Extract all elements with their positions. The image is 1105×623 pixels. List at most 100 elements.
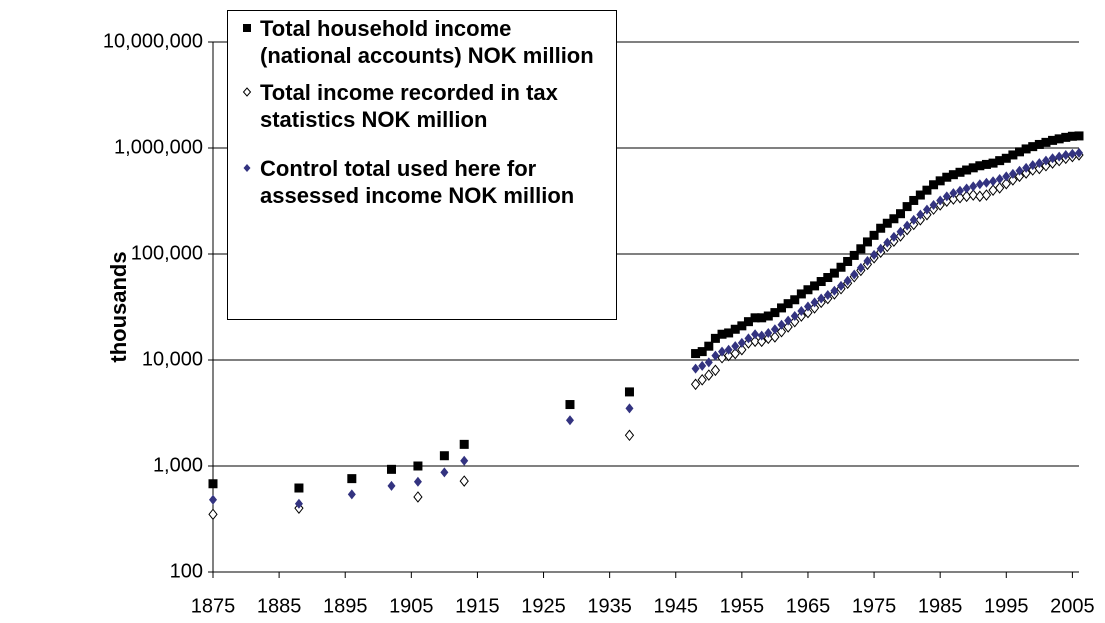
legend-marker <box>242 87 252 97</box>
point <box>922 204 931 215</box>
point <box>929 199 938 210</box>
point <box>763 311 773 321</box>
point <box>1028 142 1038 152</box>
point <box>836 262 846 272</box>
point <box>386 464 396 474</box>
legend-item: Total household income (national account… <box>238 15 606 69</box>
point <box>730 324 740 334</box>
point <box>757 335 767 348</box>
point <box>903 220 912 231</box>
point <box>744 333 753 344</box>
point <box>1002 171 1011 182</box>
x-tick-label: 1925 <box>521 595 566 617</box>
point <box>724 344 733 355</box>
point <box>929 180 939 190</box>
point <box>915 214 925 226</box>
point <box>988 184 998 196</box>
point <box>439 451 449 461</box>
point <box>823 273 833 283</box>
point <box>922 208 932 221</box>
point <box>1055 151 1064 162</box>
point <box>1054 134 1064 144</box>
point <box>413 461 423 471</box>
legend-label: Total income recorded in tax statistics … <box>260 80 558 132</box>
point <box>730 347 740 360</box>
point <box>783 321 793 333</box>
point <box>783 299 793 309</box>
point <box>876 223 886 233</box>
point <box>962 165 972 175</box>
point <box>975 190 985 203</box>
point <box>750 313 760 323</box>
point <box>975 161 985 171</box>
point <box>856 262 865 273</box>
point <box>1041 137 1051 147</box>
point <box>995 182 1005 194</box>
point <box>208 479 218 489</box>
y-tick-label: 100 <box>170 560 203 582</box>
point <box>1022 162 1031 173</box>
point <box>896 226 905 237</box>
point <box>863 255 872 266</box>
point <box>208 508 218 521</box>
point <box>1028 160 1037 171</box>
point <box>1001 153 1011 163</box>
point <box>915 190 925 200</box>
legend-item: Total income recorded in tax statistics … <box>238 79 606 133</box>
point <box>849 250 859 260</box>
point <box>837 280 846 291</box>
point <box>975 179 984 190</box>
x-tick-label: 1895 <box>323 595 368 617</box>
x-tick-label: 1915 <box>455 595 500 617</box>
point <box>823 290 832 301</box>
point <box>704 369 714 381</box>
point <box>896 209 906 219</box>
point <box>459 475 469 487</box>
point <box>718 346 727 357</box>
y-tick-label: 10,000,000 <box>103 30 203 52</box>
point <box>1034 162 1044 175</box>
point <box>797 305 806 316</box>
point <box>850 269 859 280</box>
point <box>862 237 872 247</box>
point <box>962 183 971 194</box>
legend-marker <box>243 24 251 32</box>
point <box>981 159 991 169</box>
point <box>294 483 304 493</box>
x-tick-label: 1935 <box>587 595 632 617</box>
point <box>909 214 918 225</box>
point <box>790 311 799 322</box>
point <box>955 167 965 177</box>
point <box>916 209 925 220</box>
point <box>1021 144 1031 154</box>
point <box>737 321 747 331</box>
point <box>1061 132 1071 142</box>
point <box>1014 170 1025 183</box>
legend-label: Control total used here for assessed inc… <box>260 156 575 208</box>
point <box>347 489 356 500</box>
point <box>843 275 852 286</box>
legend-symbol <box>242 87 252 97</box>
x-tick-label: 1955 <box>720 595 765 617</box>
point <box>1048 135 1058 145</box>
point <box>942 191 951 202</box>
point <box>691 363 700 374</box>
point <box>995 173 1004 184</box>
point <box>796 310 806 322</box>
x-tick-label: 1885 <box>257 595 302 617</box>
point <box>1035 158 1044 169</box>
point <box>816 277 826 287</box>
point <box>790 315 800 328</box>
point <box>751 329 760 340</box>
x-tick-label: 1985 <box>918 595 963 617</box>
point <box>717 329 727 339</box>
point <box>294 498 303 509</box>
point <box>757 313 767 323</box>
point <box>796 289 806 299</box>
point <box>698 360 707 371</box>
point <box>876 243 885 254</box>
point <box>968 189 978 201</box>
point <box>989 176 998 187</box>
point <box>870 249 879 260</box>
